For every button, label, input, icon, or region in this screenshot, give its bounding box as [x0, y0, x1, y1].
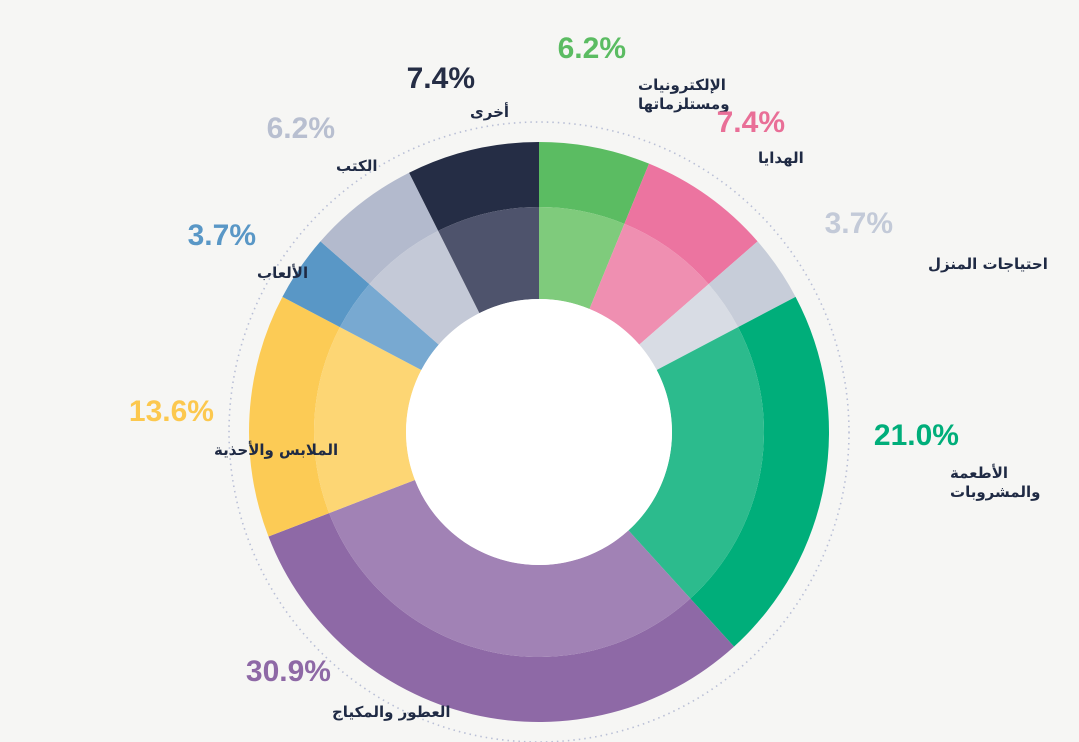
slice-outer-5	[248, 296, 340, 537]
slice-inner-7	[369, 230, 480, 345]
slice-outer-2	[708, 241, 796, 328]
slice-value-label-1: 7.4%	[717, 106, 785, 139]
slice-value-label-0: 6.2%	[558, 32, 626, 65]
slice-inner-0	[539, 207, 625, 309]
slice-outer-8	[409, 142, 539, 231]
slice-value-label-7: 6.2%	[267, 112, 335, 145]
slice-category-label-3-line-0: الأطعمة	[950, 464, 1008, 482]
slice-value-label-8: 7.4%	[407, 62, 475, 95]
slice-category-label-7-line-0: الكتب	[336, 157, 378, 175]
slice-category-label-6-line-0: الألعاب	[257, 264, 308, 282]
dotted-guide-ring	[228, 121, 850, 742]
slice-category-label-5-line-0: الملابس والأحذية	[214, 441, 338, 459]
slice-category-label-0-line-0: الإلكترونيات	[638, 76, 726, 94]
slice-inner-3	[628, 327, 765, 599]
slice-value-label-6: 3.7%	[188, 219, 256, 252]
slice-category-label-4-line-0: العطور والمكياج	[332, 703, 451, 721]
slice-category-label-0-line-1: ومستلزماتها	[638, 95, 730, 113]
slice-category-label-3-line-1: والمشروبات	[950, 483, 1040, 501]
slice-inner-1	[589, 223, 709, 345]
slice-outer-1	[624, 163, 758, 285]
slice-value-label-3: 21.0%	[874, 419, 959, 452]
slice-value-label-2: 3.7%	[825, 207, 893, 240]
slice-inner-4	[329, 479, 691, 658]
slice-inner-8	[438, 207, 539, 314]
slice-category-label-8-line-0: أخرى	[470, 102, 509, 121]
slice-category-label-1-line-0: الهدايا	[758, 149, 804, 167]
slice-outer-4	[268, 513, 735, 723]
slice-value-label-5: 13.6%	[129, 395, 214, 428]
slice-category-label-2-line-0: احتياجات المنزل	[928, 255, 1048, 273]
slice-outer-6	[282, 241, 370, 328]
slice-value-label-4: 30.9%	[246, 655, 331, 688]
slice-inner-5	[313, 327, 422, 514]
slice-inner-6	[339, 284, 439, 371]
slice-outer-0	[539, 142, 650, 224]
slice-outer-7	[320, 172, 439, 285]
inner-ring	[313, 207, 765, 658]
outer-ring	[248, 142, 829, 723]
donut-hole	[406, 299, 672, 565]
slice-outer-3	[690, 296, 829, 647]
slice-labels: 6.2%الإلكترونياتومستلزماتها7.4%الهدايا3.…	[129, 32, 1048, 721]
slice-inner-2	[639, 284, 739, 371]
